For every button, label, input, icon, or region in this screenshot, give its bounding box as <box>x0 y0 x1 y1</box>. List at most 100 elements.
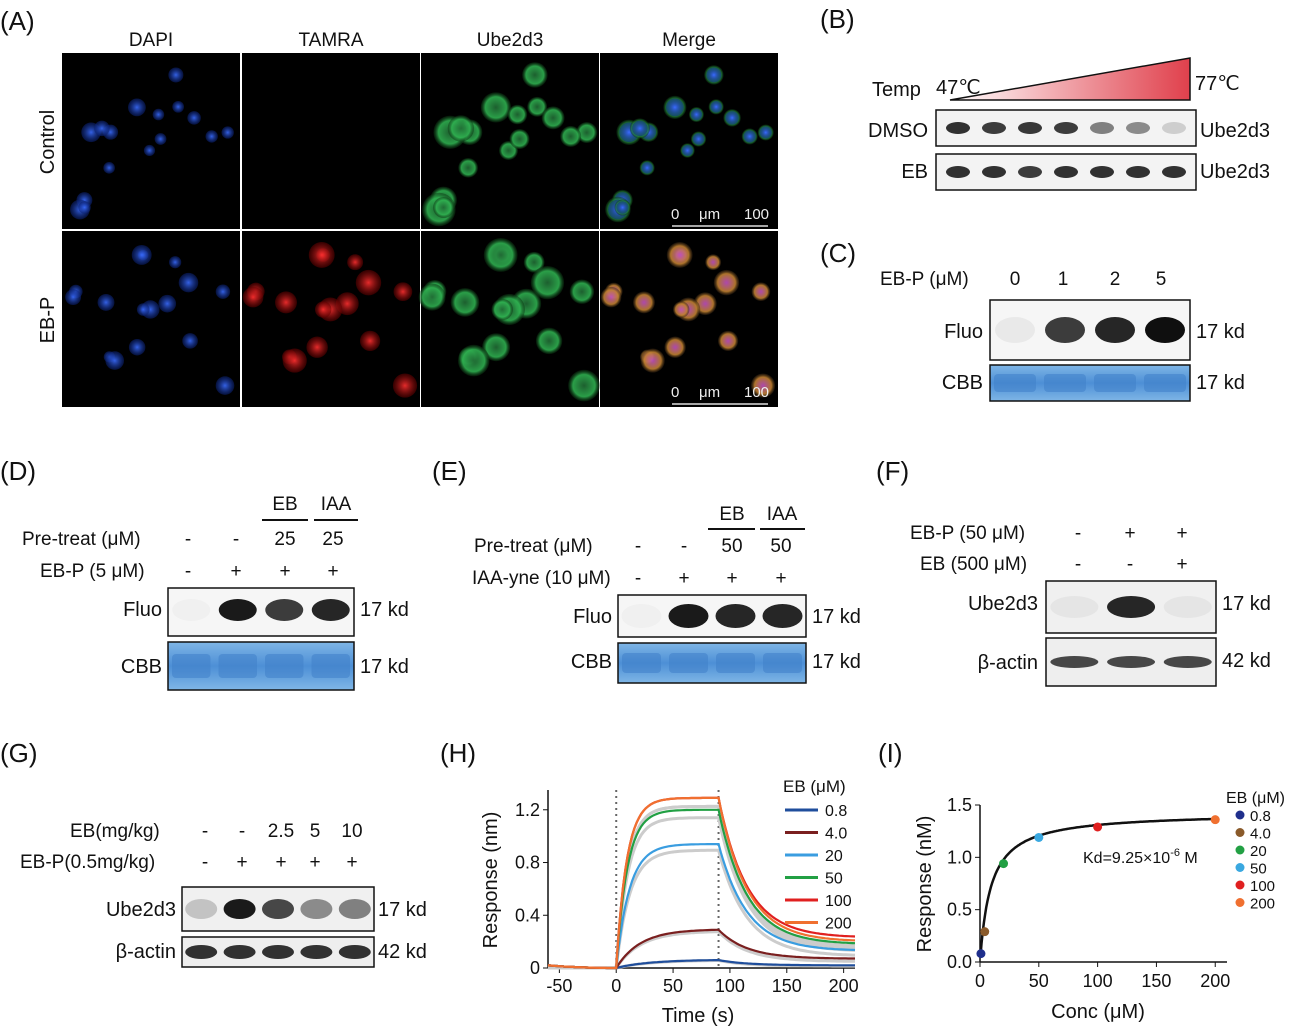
h-legend-label: 200 <box>825 916 852 933</box>
blot-band <box>1162 166 1186 178</box>
i-fit-curve <box>979 817 1215 958</box>
cell <box>97 293 115 311</box>
cell <box>94 120 110 137</box>
row1-v3: + <box>1176 523 1187 544</box>
h-x-tick-label: -50 <box>546 976 572 996</box>
cell <box>522 62 548 88</box>
dose-5: 5 <box>1156 269 1167 290</box>
i-data-point <box>1210 815 1220 825</box>
cell <box>633 291 655 314</box>
size-ube2d3: 17 kd <box>378 899 427 921</box>
blot-band <box>300 945 333 959</box>
pretreat-label: Pre-treat (μM) <box>22 529 141 550</box>
cell-nucleus <box>692 133 705 145</box>
row1-v2: - <box>239 821 245 842</box>
pretreat-v4: 25 <box>322 529 343 550</box>
blot-band <box>715 604 756 628</box>
row-label-cbb: CBB <box>942 372 983 394</box>
cell <box>418 283 446 311</box>
i-legend-marker <box>1235 828 1245 837</box>
row-label-actin: β-actin <box>116 941 176 963</box>
size-fluo: 17 kd <box>1196 321 1245 343</box>
h-y-tick-label: 0.8 <box>515 853 540 873</box>
blot-band <box>218 599 257 621</box>
col-label-ube2d3: Ube2d3 <box>477 30 544 51</box>
h-series-line <box>547 796 856 970</box>
cbb-band <box>1144 374 1186 392</box>
h-x-tick-label: 150 <box>772 976 802 996</box>
cbb-band <box>994 374 1036 392</box>
h-fit-curve <box>548 930 855 970</box>
cell <box>359 330 381 351</box>
blot-band <box>262 945 294 959</box>
pretreat-v2: - <box>681 536 687 557</box>
row1-v3: 2.5 <box>268 821 294 842</box>
cbb-band <box>218 654 257 678</box>
row-label-cbb: CBB <box>121 656 162 678</box>
h-x-tick-label: 100 <box>715 976 745 996</box>
protein-label-eb: Ube2d3 <box>1200 161 1270 183</box>
cbb-band <box>622 653 661 673</box>
blot-band <box>1107 596 1156 618</box>
row-label-control: Control <box>37 110 59 174</box>
group-eb: EB <box>272 494 297 515</box>
probe-v3: + <box>279 561 290 582</box>
microscopy-image <box>600 231 778 407</box>
panel-f: EB-P (50 μM) - + + EB (500 μM) - - + Ube… <box>910 523 1271 687</box>
row1-v1: - <box>202 821 208 842</box>
cell-nucleus <box>725 111 739 125</box>
microscopy-image <box>421 53 599 229</box>
blot-band <box>668 604 709 628</box>
cell <box>569 279 595 304</box>
blot-band <box>1045 317 1085 343</box>
cell-nucleus <box>759 126 772 139</box>
cell <box>221 126 234 139</box>
h-legend-label: 50 <box>825 871 843 888</box>
row2-label: EB-P(0.5mg/kg) <box>20 852 155 873</box>
size-fluo: 17 kd <box>360 599 409 621</box>
i-x-tick-label: 50 <box>1029 971 1049 991</box>
i-data-point <box>999 859 1009 869</box>
cbb-band <box>1094 374 1136 392</box>
blot-band <box>1090 122 1114 134</box>
cell <box>78 201 91 214</box>
row-label-fluo: Fluo <box>573 606 612 628</box>
row2-v5: + <box>346 852 357 873</box>
h-x-tick-label: 50 <box>663 976 683 996</box>
cell <box>450 288 480 317</box>
cell <box>182 333 198 349</box>
panel-letter-b: (B) <box>820 4 855 34</box>
microscopy-image <box>62 53 240 229</box>
cell <box>672 301 690 318</box>
temperature-gradient <box>949 57 1191 101</box>
cell <box>215 284 231 299</box>
i-legend-label: 100 <box>1250 878 1275 895</box>
scalebar-start: 0 <box>671 206 679 223</box>
panel-g: EB(mg/kg) - - 2.5 5 10 EB-P(0.5mg/kg) - … <box>20 821 427 968</box>
kd-annotation: Kd=9.25×10-6 M <box>1083 847 1198 867</box>
panel-letter-c: (C) <box>820 238 856 268</box>
size-actin: 42 kd <box>378 941 427 963</box>
cell-nucleus <box>616 201 629 214</box>
cell-nucleus <box>632 120 648 137</box>
cell <box>568 369 600 402</box>
cell <box>172 100 185 113</box>
blot-band <box>1163 656 1212 668</box>
row-label-cbb: CBB <box>571 651 612 673</box>
dose-label: EB-P (μM) <box>880 269 969 290</box>
row2-v2: + <box>236 852 247 873</box>
cell-nucleus <box>666 98 684 117</box>
cell <box>306 336 328 358</box>
blot-band <box>1054 166 1078 178</box>
temp-label: Temp <box>872 79 921 101</box>
blot-band <box>1163 596 1212 618</box>
h-xlabel: Time (s) <box>662 1005 735 1026</box>
cbb-band <box>716 653 755 673</box>
scalebar-start: 0 <box>671 384 679 401</box>
col-label-dapi: DAPI <box>129 30 173 51</box>
size-actin: 42 kd <box>1222 650 1271 672</box>
pretreat-v3: 25 <box>274 529 295 550</box>
microscopy-image <box>418 231 600 407</box>
blot-bands-g <box>185 899 371 959</box>
microscopy-image <box>62 231 240 407</box>
